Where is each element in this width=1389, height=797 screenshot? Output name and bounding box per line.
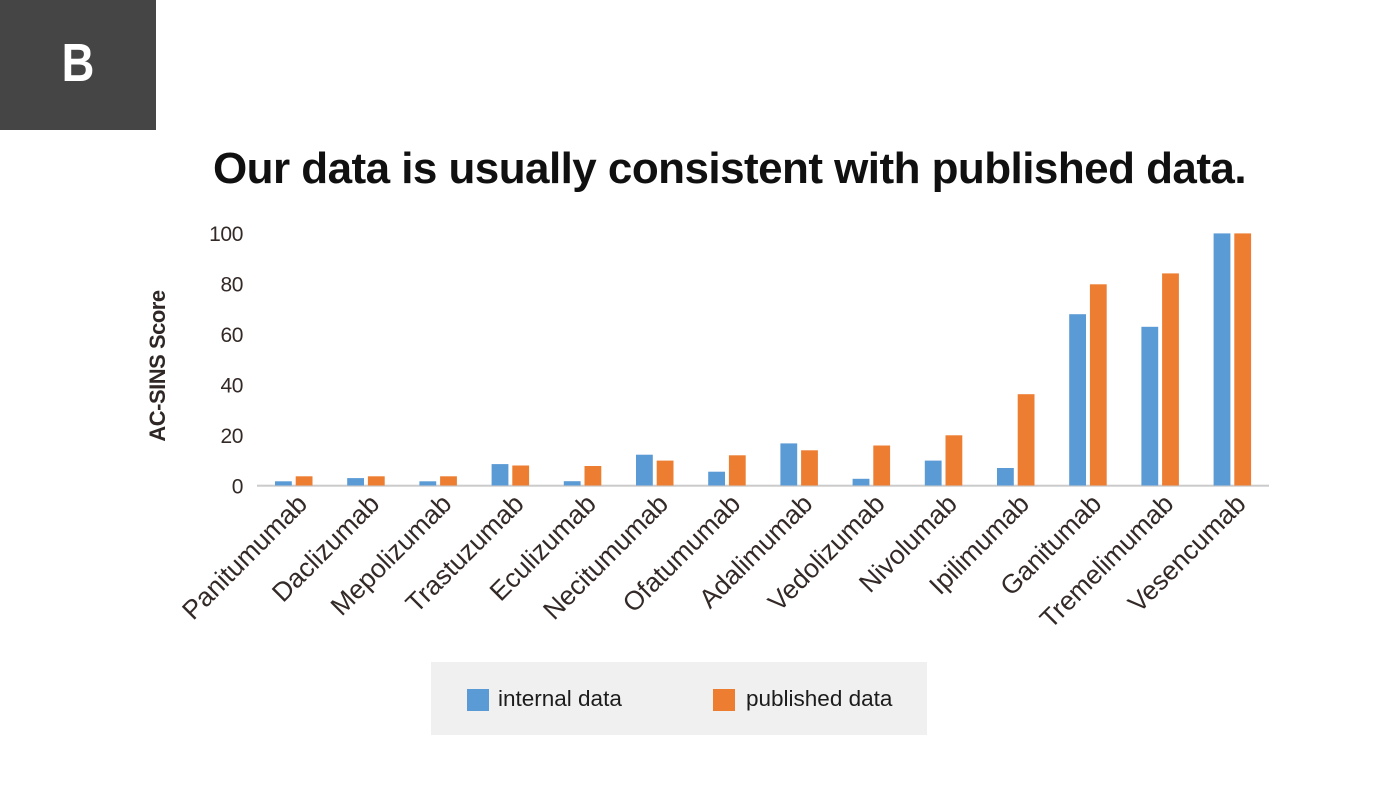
svg-text:40: 40 <box>220 375 243 398</box>
svg-text:20: 20 <box>220 425 243 448</box>
svg-text:Necitumumab: Necitumumab <box>537 489 674 626</box>
svg-text:Panitumumab: Panitumumab <box>176 489 313 626</box>
svg-text:60: 60 <box>220 324 243 347</box>
svg-text:0: 0 <box>232 476 243 499</box>
svg-text:100: 100 <box>209 223 243 246</box>
svg-text:80: 80 <box>220 274 243 297</box>
